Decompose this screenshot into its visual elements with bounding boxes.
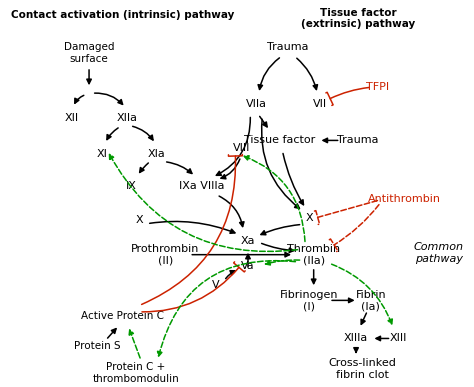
Text: VIIa: VIIa (246, 99, 267, 109)
Text: Common
pathway: Common pathway (414, 242, 464, 264)
Text: XIIa: XIIa (117, 113, 138, 123)
Text: TFPI: TFPI (365, 82, 389, 92)
Text: Tissue factor: Tissue factor (244, 135, 315, 146)
Text: IX: IX (126, 181, 137, 191)
Text: X: X (306, 214, 313, 223)
Text: V: V (212, 280, 220, 290)
Text: Xa: Xa (241, 236, 255, 247)
Text: VIII: VIII (233, 143, 250, 153)
Text: Fibrinogen
(I): Fibrinogen (I) (280, 289, 339, 311)
Text: Fibrin
(Ia): Fibrin (Ia) (356, 289, 386, 311)
Text: XIa: XIa (148, 149, 166, 159)
Text: Tissue factor
(extrinsic) pathway: Tissue factor (extrinsic) pathway (301, 8, 415, 29)
Text: Thrombin
(IIa): Thrombin (IIa) (287, 244, 340, 265)
Text: XI: XI (96, 149, 107, 159)
Text: XIII: XIII (390, 334, 407, 343)
Text: Protein S: Protein S (74, 341, 121, 351)
Text: Trauma: Trauma (267, 42, 309, 52)
Text: VII: VII (313, 99, 327, 109)
Text: IXa VIIIa: IXa VIIIa (179, 181, 224, 191)
Text: Prothrombin
(II): Prothrombin (II) (131, 244, 200, 265)
Text: Damaged
surface: Damaged surface (64, 42, 114, 63)
Text: Cross-linked
fibrin clot: Cross-linked fibrin clot (328, 358, 396, 380)
Text: Active Protein C: Active Protein C (82, 311, 164, 320)
Text: Protein C +
thrombomodulin: Protein C + thrombomodulin (92, 362, 179, 384)
Text: XII: XII (65, 113, 79, 123)
Text: X: X (136, 216, 144, 225)
Text: Contact activation (intrinsic) pathway: Contact activation (intrinsic) pathway (11, 10, 235, 20)
Text: Va: Va (241, 261, 255, 271)
Text: Antithrombin: Antithrombin (368, 194, 441, 204)
Text: Trauma: Trauma (337, 135, 379, 146)
Text: XIIIa: XIIIa (344, 334, 368, 343)
